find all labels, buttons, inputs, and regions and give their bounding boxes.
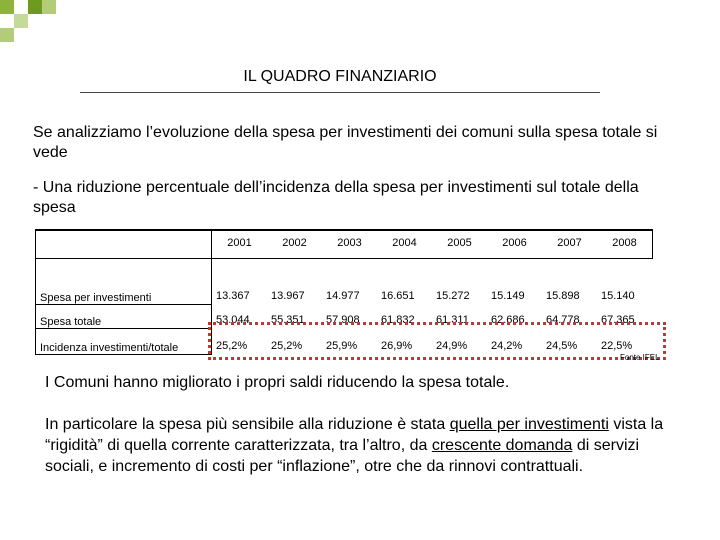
corner-cell (35, 229, 212, 259)
cell: 24,9% (436, 339, 468, 352)
cell: 15.898 (546, 289, 580, 302)
decoration (0, 28, 14, 42)
data-table: 2001 2002 2003 2004 2005 2006 2007 2008 Spesa pe… (35, 229, 653, 355)
column-header: 2006 (487, 229, 542, 259)
intro: - Una riduzione percentuale dell’inciden… (33, 179, 639, 216)
text-segment: di servizi sociali, e incremento di cost… (45, 437, 640, 475)
source: Fonte IFEL (620, 353, 660, 362)
decoration (14, 14, 28, 28)
column-header: 2007 (542, 229, 597, 259)
title: IL QUADRO FINANZIARIO (80, 68, 600, 93)
intro: Se analizziamo l’evoluzione della spesa … (33, 124, 658, 161)
cell: 26,9% (381, 339, 413, 352)
cell: 16.651 (381, 289, 415, 302)
cell: 13.967 (271, 289, 305, 302)
cell: 15.140 (601, 289, 635, 302)
highlight-box (208, 322, 666, 360)
row-label: Incidenza investimenti/totale (35, 328, 212, 355)
row-label: Spesa per investimenti (35, 258, 212, 305)
conclusion: I Comuni hanno migliorato i propri saldi… (45, 374, 510, 391)
column-header: 2005 (432, 229, 487, 259)
column-header: 2008 (597, 229, 653, 259)
cell: 15.149 (491, 289, 525, 302)
header-row: 2001 2002 2003 2004 2005 2006 2007 2008 (35, 229, 653, 259)
decoration (28, 0, 42, 14)
cell: 25,2% (216, 339, 248, 352)
text-segment: quella per investimenti (449, 416, 609, 433)
cell: 13.367 (216, 289, 250, 302)
cell: 22,5% (601, 339, 633, 352)
cell: 25,2% (271, 339, 303, 352)
cell: 25,9% (326, 339, 358, 352)
detail: In particolare la spesa più sensibile al… (45, 414, 665, 477)
decoration (0, 0, 14, 14)
column-header: 2003 (322, 229, 377, 259)
column-header: 2002 (267, 229, 322, 259)
text-segment: In particolare la spesa più sensibile al… (45, 416, 450, 433)
table-row: Incidenza investimenti/totale 25,2% 25,2% 2… (35, 328, 653, 355)
decoration (42, 0, 56, 14)
text-segment: crescente domanda (431, 437, 573, 454)
text-segment: vista la “rigidità” di quella corrente c… (45, 416, 664, 454)
cell: 15.272 (436, 289, 470, 302)
column-header: 2004 (377, 229, 432, 259)
row-label: Spesa totale (35, 304, 212, 329)
table-row: Spesa per investimenti 13.367 13.967 14.977… (35, 258, 653, 305)
cell: 14.977 (326, 289, 360, 302)
cell: 24,5% (546, 339, 578, 352)
column-header: 2001 (211, 229, 267, 259)
cell: 24,2% (491, 339, 523, 352)
